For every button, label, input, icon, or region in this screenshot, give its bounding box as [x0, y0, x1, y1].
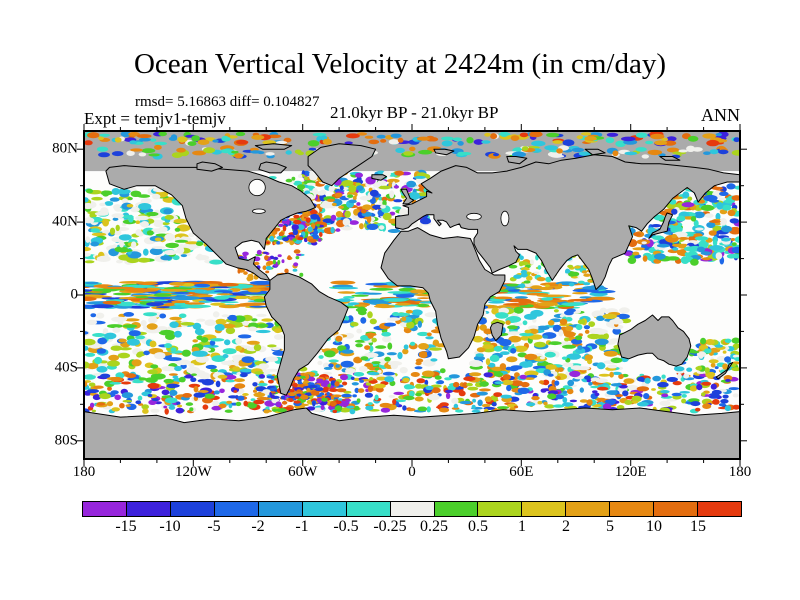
colorbar-label: -0.25: [373, 518, 407, 535]
speckle-zone-arctic-band-top: [84, 131, 740, 147]
land-svalbard: [433, 148, 455, 156]
y-tick-label: 80S: [54, 432, 78, 449]
y-tick-label: 0: [70, 286, 79, 303]
inland-water: [248, 178, 266, 197]
colorbar-cell: [434, 502, 479, 516]
x-tick-label: 60E: [509, 464, 534, 480]
speckle-zone-arctic-band-2: [96, 144, 740, 160]
colorbar-label: -1: [295, 518, 309, 535]
colorbar-label: 0.25: [420, 518, 448, 535]
colorbar-label: 0.5: [468, 518, 488, 535]
colorbar-label: 15: [690, 518, 706, 535]
colorbar-cell: [346, 502, 391, 516]
speckle-zone-tasman-nz: [673, 337, 740, 379]
colorbar-label: -5: [207, 518, 221, 535]
land-south-america: [263, 272, 349, 396]
y-tick-label: 40S: [54, 359, 78, 376]
colorbar-cell: [698, 502, 742, 516]
land-victoria-island: [196, 161, 223, 172]
colorbar-cell: [170, 502, 215, 516]
land-australia: [617, 314, 692, 367]
stats-line: rmsd= 5.16863 diff= 0.104827: [135, 94, 320, 110]
y-tick-label: 40N: [52, 213, 78, 230]
world-map: [77, 124, 747, 466]
plot-title: Ocean Vertical Velocity at 2424m (in cm/…: [133, 48, 667, 80]
colorbar-cell: [126, 502, 171, 516]
speckle-zone-s-pacific: [84, 311, 288, 380]
colorbar-label: -2: [251, 518, 265, 535]
colorbar-cell: [302, 502, 347, 516]
colorbar-label: -10: [159, 518, 181, 535]
land-north-america: [105, 165, 316, 281]
land-africa: [380, 227, 506, 360]
land-greenland: [307, 143, 377, 187]
colorbar-cell: [390, 502, 435, 516]
land-antarctica: [84, 407, 740, 459]
land-iceland: [371, 174, 387, 181]
inland-water: [466, 212, 482, 221]
x-tick-label: 180: [72, 464, 96, 480]
land-britain: [400, 188, 415, 205]
land-eurasia: [395, 154, 740, 290]
colorbar-label: 2: [562, 518, 570, 535]
x-tick-label: 60W: [288, 464, 318, 480]
land-new-siberian-islands: [659, 156, 681, 161]
speckle-zone-southern-ocean: [84, 370, 740, 415]
experiment-label: Expt = temjv1-temjv: [84, 109, 226, 128]
land-madagascar: [489, 321, 504, 342]
colorbar-cell: [478, 502, 523, 516]
land-ellesmere-island: [254, 143, 293, 150]
speckle-zone-drake-passage: [266, 373, 342, 408]
colorbar-label: 10: [646, 518, 662, 535]
y-tick-label: 80N: [52, 140, 78, 157]
land-baffin-island: [258, 161, 287, 174]
colorbar-cell: [258, 502, 303, 516]
x-tick-label: 0: [408, 464, 416, 480]
period-label: 21.0kyr BP - 21.0kyr BP: [330, 103, 499, 122]
colorbar-cell: [214, 502, 259, 516]
land-japan: [648, 212, 674, 239]
colorbar-cell: [654, 502, 699, 516]
colorbar-label: 1: [518, 518, 526, 535]
land-novaya-zemlya: [506, 156, 528, 165]
land-new-zealand: [715, 361, 734, 380]
season-label: ANN: [701, 105, 740, 125]
colorbar-cells: [82, 501, 742, 517]
x-tick-label: 120E: [614, 464, 647, 480]
x-tick-label: 180: [728, 464, 752, 480]
colorbar-label: -15: [115, 518, 137, 535]
x-tick-label: 120W: [174, 464, 212, 480]
colorbar-label: -0.5: [333, 518, 359, 535]
map-layers: [84, 131, 740, 459]
colorbar-labels: -15 -10 -5 -2 -1 -0.5 -0.25 0.25 0.5 1 2 5 10 15: [82, 518, 742, 540]
colorbar-label: 5: [606, 518, 614, 535]
colorbar-cell: [566, 502, 611, 516]
colorbar-cell: [610, 502, 655, 516]
inland-water: [252, 208, 266, 214]
land-severnaya-zemlya: [584, 148, 606, 156]
colorbar-cell: [522, 502, 567, 516]
colorbar-cell: [83, 502, 127, 516]
inland-water: [500, 210, 510, 227]
axis-ticks: [77, 124, 747, 466]
